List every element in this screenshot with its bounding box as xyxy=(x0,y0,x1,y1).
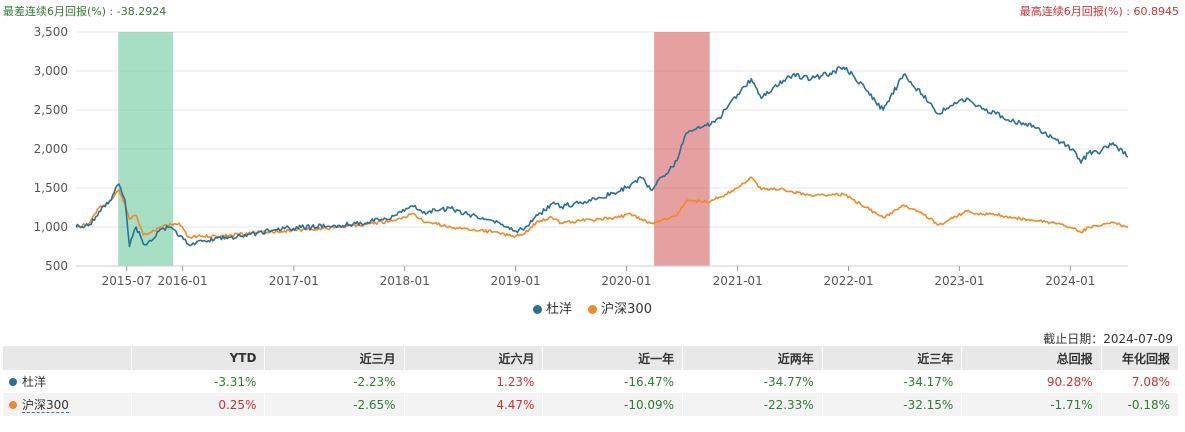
index-dot-icon xyxy=(588,305,598,314)
best-6m-return: 最高连续6月回报(%) : 60.8945 xyxy=(1019,5,1179,18)
table-cell: -16.47% xyxy=(542,370,684,393)
x-tick-label: 2017-01 xyxy=(269,274,319,288)
table-cell: -0.18% xyxy=(1101,393,1180,416)
fund-dot-icon xyxy=(533,305,542,314)
header-annualized: 年化回报 xyxy=(1101,346,1180,370)
table-cell: 0.25% xyxy=(131,393,266,416)
best-period-band xyxy=(654,32,710,266)
table-cell: -2.23% xyxy=(264,370,405,393)
row-name: 沪深300 xyxy=(3,393,132,416)
y-tick-label: 500 xyxy=(45,259,68,273)
performance-chart: 500 1,000 1,500 2,000 2,500 3,000 3,500 2015-07… xyxy=(34,25,1129,288)
header-name xyxy=(3,346,132,370)
y-tick-label: 2,500 xyxy=(34,103,68,117)
x-tick-label: 2016-01 xyxy=(158,274,208,288)
header-3y: 近三年 xyxy=(822,346,963,370)
y-tick-label: 3,000 xyxy=(34,64,68,78)
table-cell: -32.15% xyxy=(822,393,963,416)
table-cell: -22.33% xyxy=(682,393,823,416)
x-tick-label: 2019-01 xyxy=(491,274,541,288)
x-tick-label: 2018-01 xyxy=(380,274,430,288)
row-name: 杜洋 xyxy=(3,370,132,393)
as-of-date: 截止日期：2024-07-09 xyxy=(1043,332,1173,346)
table-cell: -34.77% xyxy=(682,370,823,393)
fund-name: 杜洋 xyxy=(22,375,47,389)
legend-label-fund: 杜洋 xyxy=(546,302,573,317)
y-tick-label: 1,500 xyxy=(34,181,68,195)
legend-item-fund[interactable]: 杜洋 xyxy=(533,298,572,317)
table-row: 杜洋 -3.31% -2.23% 1.23% -16.47% -34.77% -… xyxy=(3,370,1180,393)
x-tick-label: 2024-01 xyxy=(1045,274,1095,288)
chart-legend: 杜洋 沪深300 xyxy=(0,298,1185,317)
y-tick-label: 1,000 xyxy=(34,220,68,234)
table-cell: 90.28% xyxy=(961,370,1102,393)
table-cell: -2.65% xyxy=(264,393,405,416)
returns-table: YTD 近三月 近六月 近一年 近两年 近三年 总回报 年化回报 杜洋 -3.3… xyxy=(3,346,1180,416)
header-1y: 近一年 xyxy=(542,346,684,370)
table-cell: -10.09% xyxy=(542,393,684,416)
legend-item-index[interactable]: 沪深300 xyxy=(588,298,652,317)
table-cell: -3.31% xyxy=(131,370,266,393)
index-name-link[interactable]: 沪深300 xyxy=(22,398,69,413)
y-tick-label: 2,000 xyxy=(34,142,68,156)
index-dot-icon xyxy=(9,401,17,409)
table-cell: 4.47% xyxy=(404,393,544,416)
y-tick-label: 3,500 xyxy=(34,25,68,39)
series-line-index xyxy=(75,176,1129,239)
x-tick-label: 2020-01 xyxy=(601,274,651,288)
x-tick-label: 2023-01 xyxy=(934,274,984,288)
header-ytd: YTD xyxy=(131,346,266,370)
header-2y: 近两年 xyxy=(682,346,823,370)
x-tick-label: 2015-07 xyxy=(102,274,152,288)
table-cell: -1.71% xyxy=(961,393,1102,416)
x-tick-label: 2021-01 xyxy=(713,274,763,288)
table-header-row: YTD 近三月 近六月 近一年 近两年 近三年 总回报 年化回报 xyxy=(3,346,1180,370)
x-tick-label: 2022-01 xyxy=(823,274,873,288)
table-cell: 7.08% xyxy=(1101,370,1180,393)
header-total: 总回报 xyxy=(961,346,1102,370)
table-cell: -34.17% xyxy=(822,370,963,393)
table-cell: 1.23% xyxy=(404,370,544,393)
fund-dot-icon xyxy=(9,378,17,386)
series-line-fund xyxy=(75,66,1129,248)
worst-6m-return: 最差连续6月回报(%) : -38.2924 xyxy=(3,5,167,18)
header-3m: 近三月 xyxy=(264,346,405,370)
legend-label-index: 沪深300 xyxy=(601,302,652,317)
table-row: 沪深300 0.25% -2.65% 4.47% -10.09% -22.33%… xyxy=(3,393,1180,416)
header-6m: 近六月 xyxy=(404,346,544,370)
